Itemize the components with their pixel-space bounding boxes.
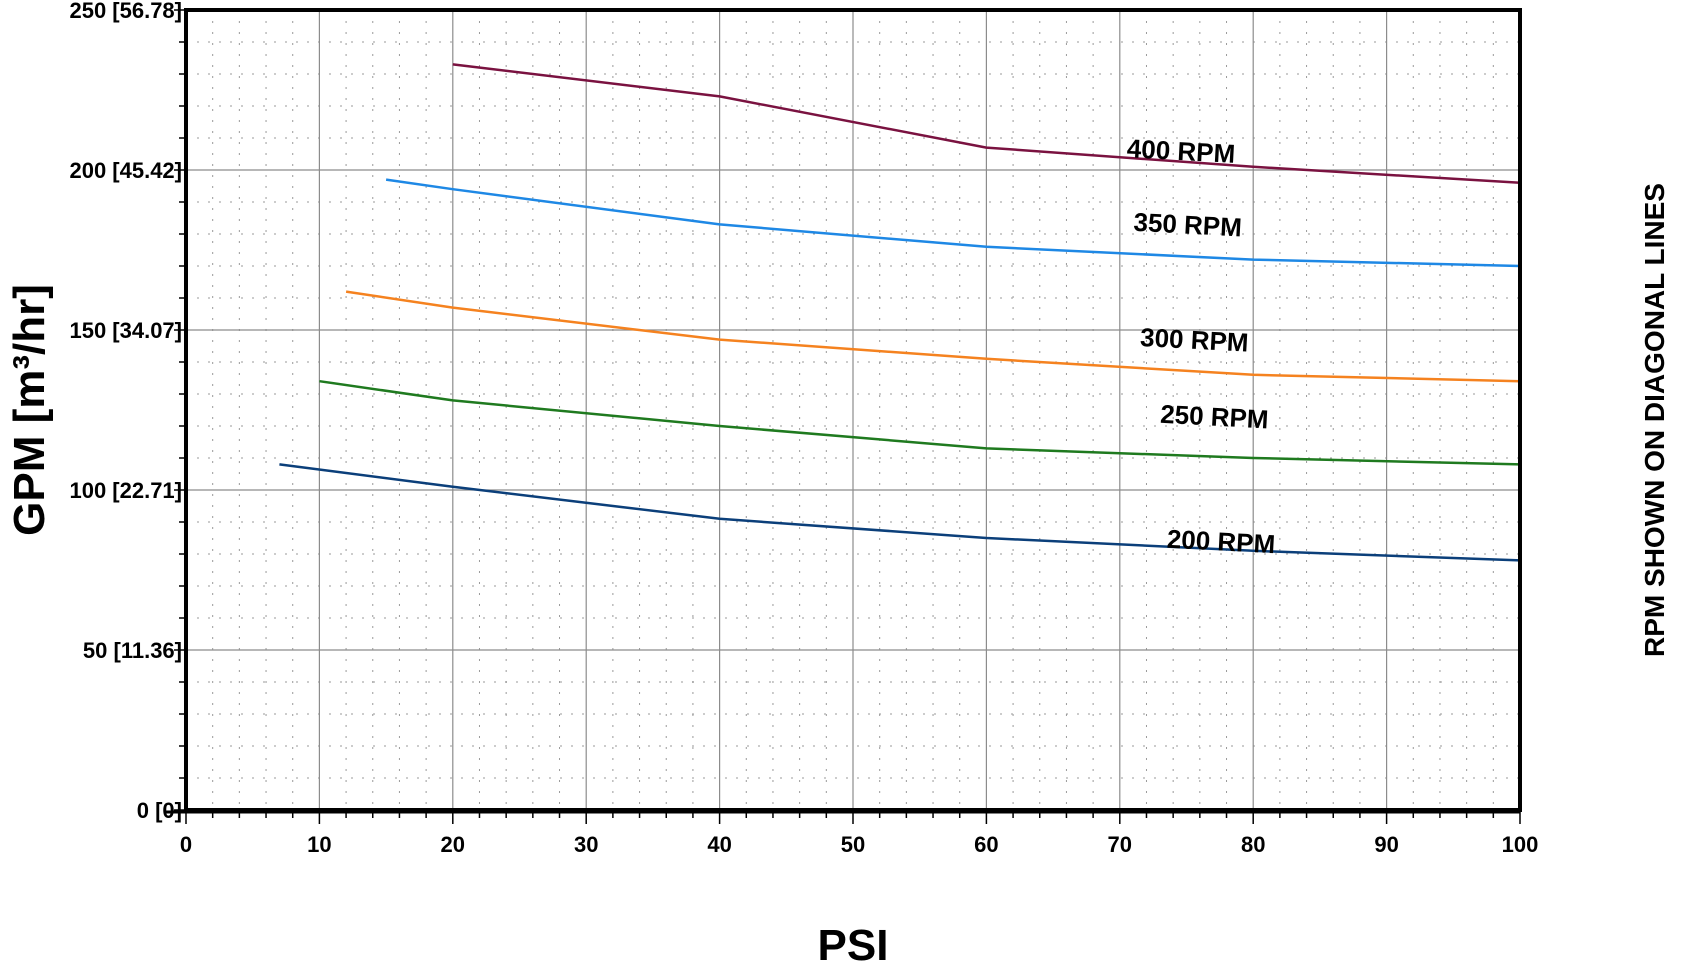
minor-grid [186, 10, 1520, 810]
series-layer [279, 63, 1521, 562]
series-label: 400 RPM [1126, 133, 1236, 169]
series-line [452, 63, 1521, 185]
series-label: 350 RPM [1133, 207, 1243, 243]
x-tick-label: 40 [707, 832, 731, 857]
x-tick-label: 0 [180, 832, 192, 857]
x-tick-label: 80 [1241, 832, 1265, 857]
x-tick-label: 20 [441, 832, 465, 857]
y-tick-label: 250 [56.78] [69, 0, 182, 23]
tick-labels: 0 10 20 30 40 50 60 70 80 90 100 0 [0] 50 [11.36] 100… [69, 0, 1538, 857]
series-line [279, 463, 1521, 562]
series-label: 250 RPM [1160, 399, 1270, 435]
series-line [319, 379, 1521, 466]
series-line [385, 178, 1521, 268]
series-line [345, 290, 1521, 383]
x-axis-title: PSI [818, 921, 889, 969]
y-tick-label: 50 [11.36] [83, 638, 182, 663]
series-label: 200 RPM [1166, 524, 1276, 560]
series-labels: 200 RPM 250 RPM 300 RPM 350 RPM 400 RPM [1126, 133, 1276, 559]
y-tick-label: 0 [0] [137, 798, 182, 823]
x-tick-label: 50 [841, 832, 865, 857]
x-tick-label: 90 [1374, 832, 1398, 857]
y-axis-title: GPM [m³/hr] [5, 284, 54, 536]
plot-frame [184, 8, 1522, 812]
x-tick-label: 100 [1502, 832, 1539, 857]
x-tick-label: 60 [974, 832, 998, 857]
series-label: 300 RPM [1139, 322, 1249, 358]
y-tick-label: 200 [45.42] [69, 158, 182, 183]
y-tick-label: 100 [22.71] [69, 478, 182, 503]
side-note: RPM SHOWN ON DIAGONAL LINES [1639, 183, 1670, 657]
x-tick-label: 10 [307, 832, 331, 857]
y-tick-label: 150 [34.07] [69, 318, 182, 343]
x-tick-label: 30 [574, 832, 598, 857]
x-tick-label: 70 [1108, 832, 1132, 857]
